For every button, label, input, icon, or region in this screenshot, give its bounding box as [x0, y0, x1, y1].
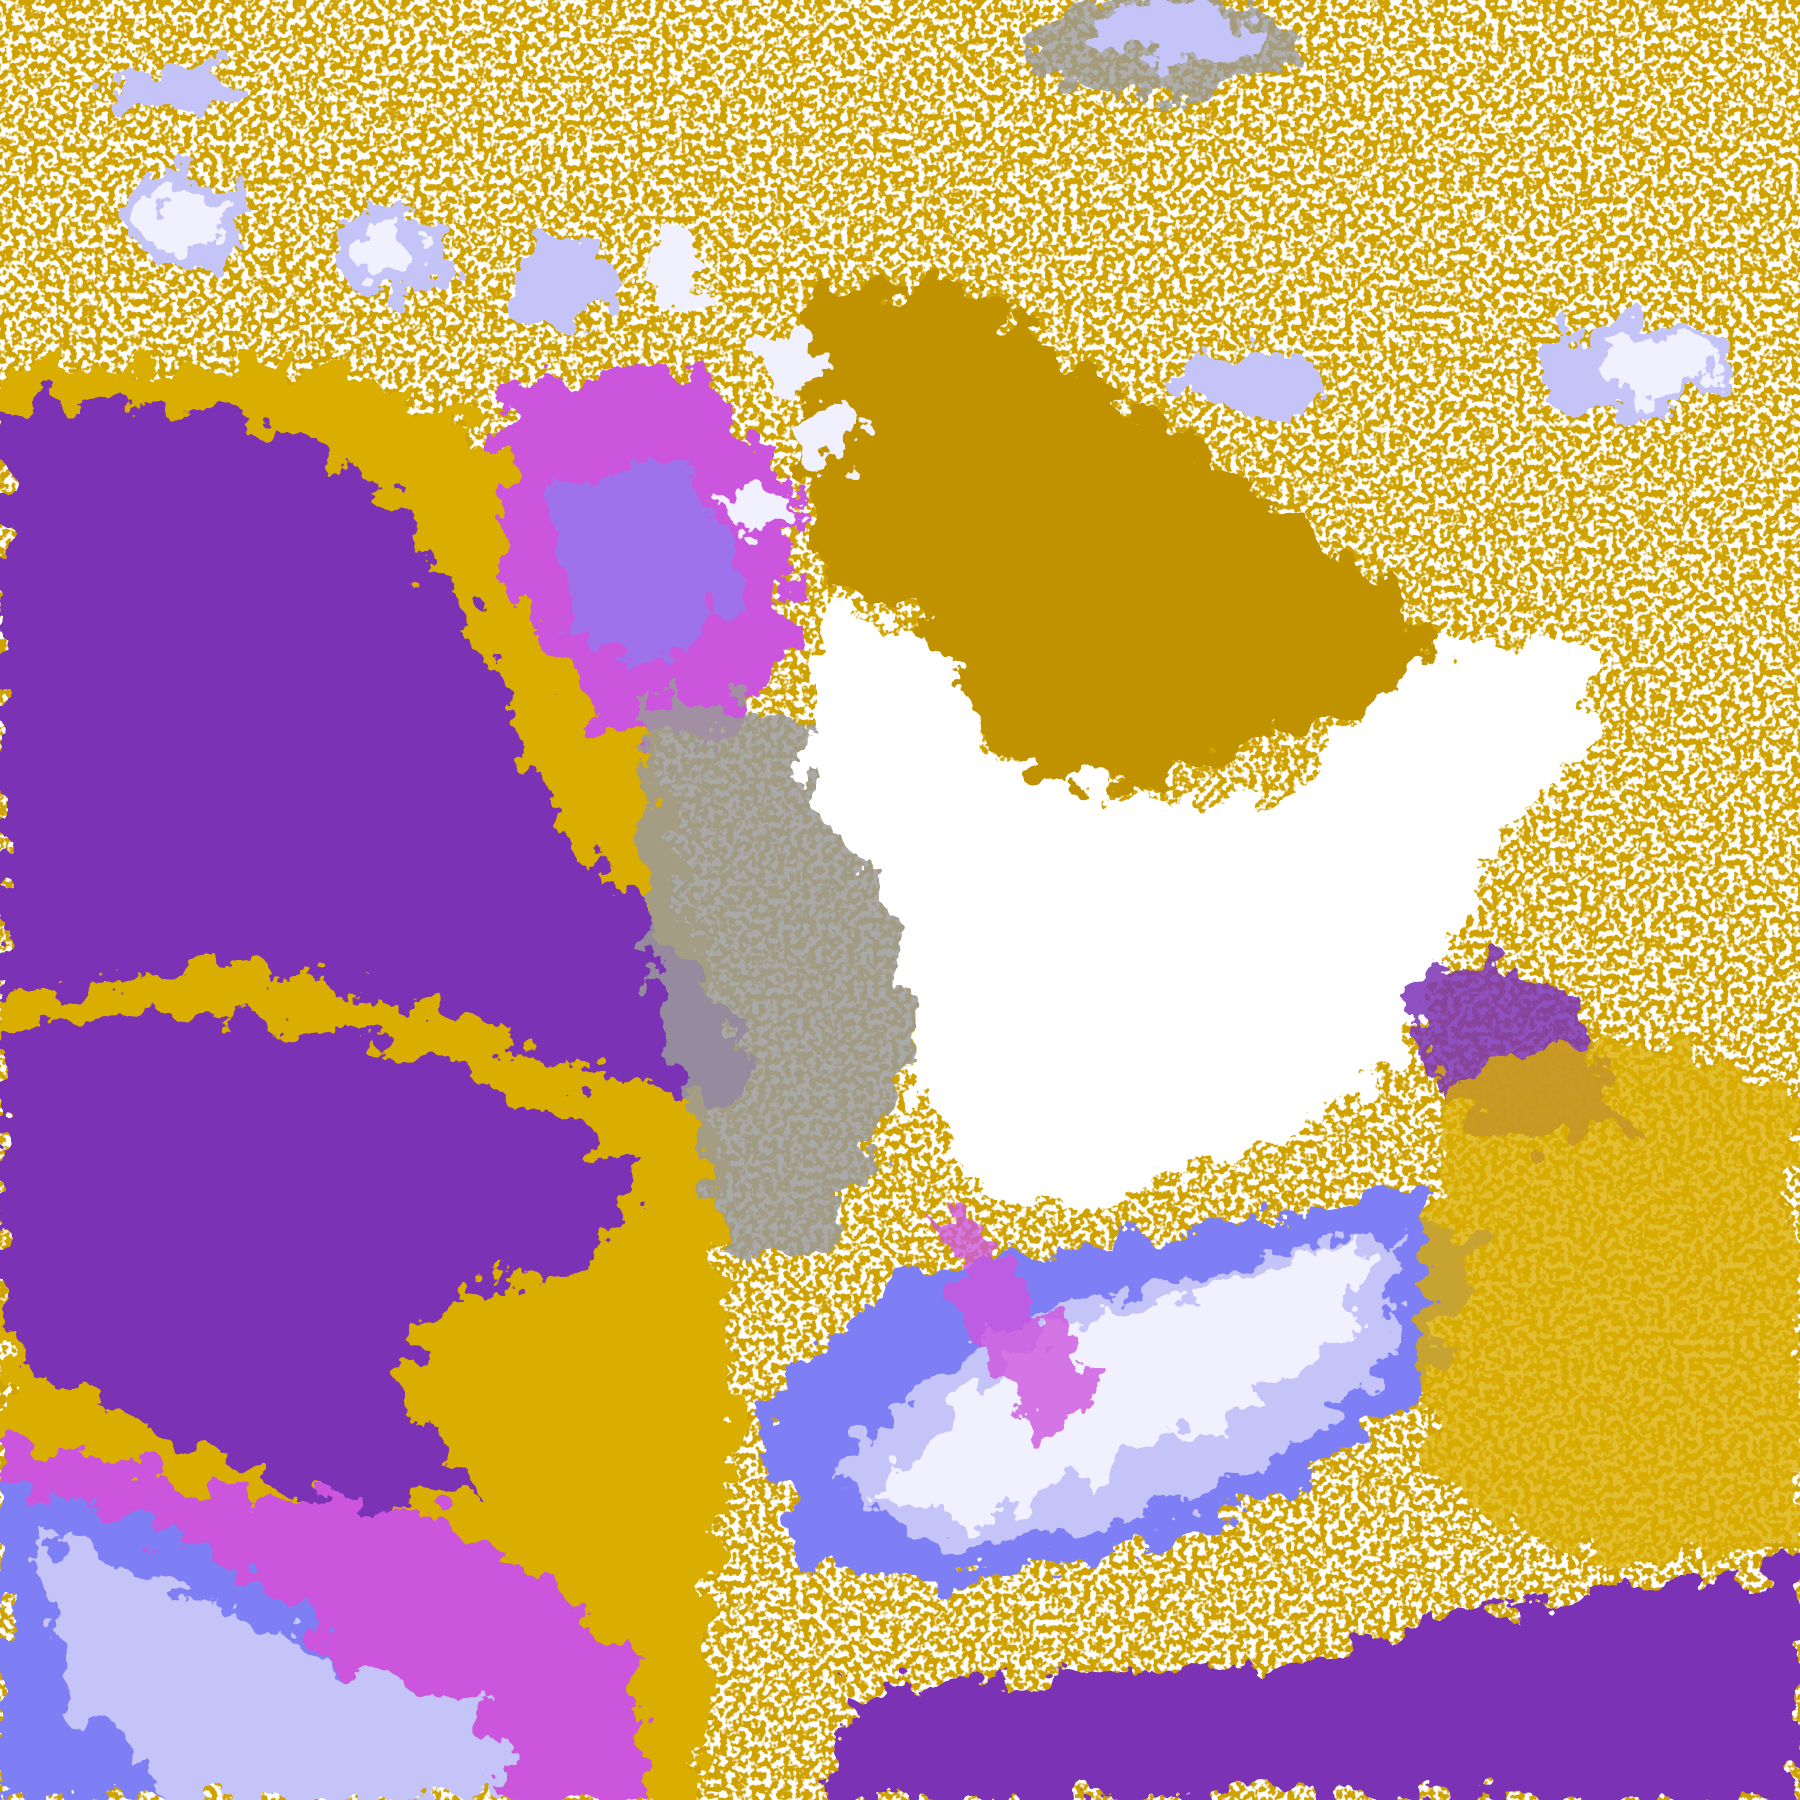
periwinkle-region	[539, 459, 747, 666]
magenta-region	[941, 1205, 1103, 1435]
gold-region	[1423, 1033, 1800, 1562]
purple-region	[0, 401, 747, 1103]
dark-gold-region	[792, 286, 1435, 793]
pale-lavender-region	[872, 1239, 1367, 1527]
cloud-chain	[103, 0, 1722, 531]
lavender-region	[34, 1526, 506, 1800]
purple-region	[0, 1010, 643, 1516]
clear-region	[803, 596, 1596, 1206]
purple-region	[826, 1561, 1800, 1800]
